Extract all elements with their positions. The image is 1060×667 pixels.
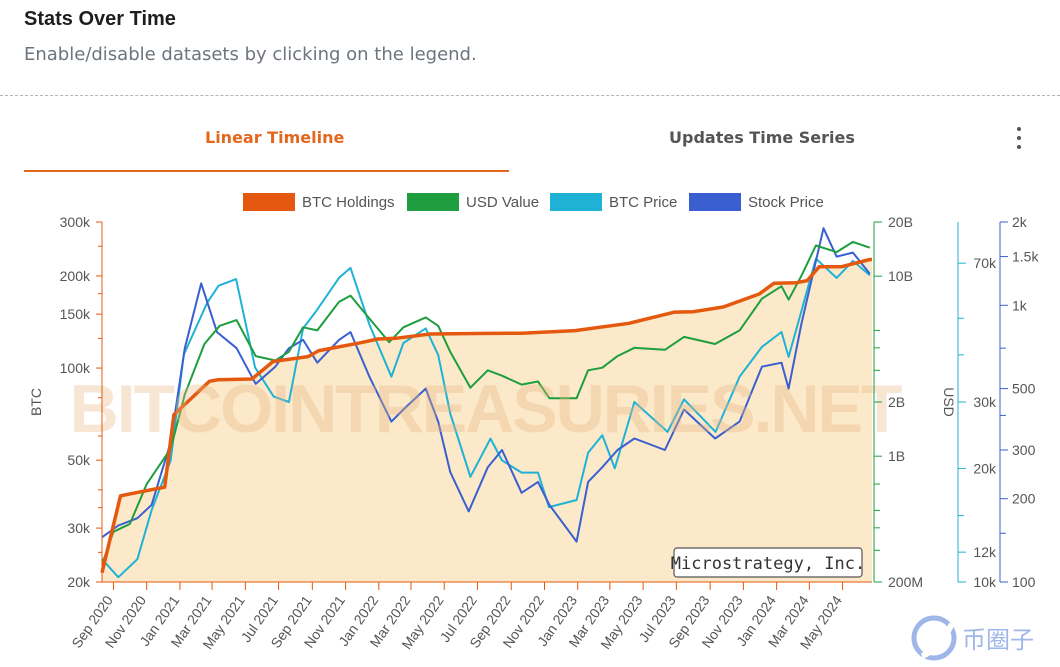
legend-swatch [550, 193, 602, 211]
btc-tick-label: 100k [60, 360, 91, 376]
chart-legend: BTC Holdings USD Value BTC Price Stock Pric… [243, 193, 824, 211]
legend-item-btc-holdings[interactable]: BTC Holdings [243, 193, 395, 211]
btc-axis-label: BTC [28, 388, 44, 416]
btc-tick-label: 30k [67, 520, 91, 536]
company-label-box: Microstrategy, Inc. [671, 547, 865, 578]
btc-tick-label: 300k [60, 214, 91, 230]
plot-area [100, 227, 872, 582]
btc-price-tick-label: 70k [973, 255, 997, 271]
btc-price-tick-label: 12k [973, 544, 997, 560]
legend-item-btc-price[interactable]: BTC Price [550, 193, 677, 211]
legend-item-usd-value[interactable]: USD Value [407, 193, 539, 211]
stock-price-tick-label: 200 [1012, 491, 1036, 507]
corner-logo-icon [911, 615, 957, 661]
legend-label: Stock Price [748, 194, 824, 211]
section-divider [0, 95, 1060, 96]
series-line-stock-price [101, 227, 871, 543]
more-options-icon[interactable] [1012, 124, 1026, 152]
page-title: Stats Over Time [24, 8, 176, 30]
usd-tick-label: 20B [888, 214, 913, 230]
company-label: Microstrategy, Inc. [671, 554, 865, 574]
btc-tick-label: 200k [60, 268, 91, 284]
corner-logo: 币圈子 [911, 615, 1034, 661]
usd-tick-label: 1B [888, 448, 905, 464]
stock-price-tick-label: 500 [1012, 381, 1036, 397]
btc-price-tick-label: 30k [973, 394, 997, 410]
btc-tick-label: 50k [67, 452, 91, 468]
legend-swatch [689, 193, 741, 211]
stock-price-tick-label: 1k [1012, 297, 1028, 313]
legend-swatch [243, 193, 295, 211]
stock-price-tick-label: 300 [1012, 442, 1036, 458]
legend-item-stock-price[interactable]: Stock Price [689, 193, 824, 211]
tab-linear-timeline[interactable]: Linear Timeline [205, 128, 345, 147]
btc-tick-label: 150k [60, 306, 91, 322]
stock-price-tick-label: 1.5k [1012, 249, 1039, 265]
btc-price-tick-label: 20k [973, 460, 997, 476]
legend-label: USD Value [466, 194, 539, 211]
tab-updates-time-series[interactable]: Updates Time Series [669, 128, 855, 147]
corner-logo-text: 币圈子 [962, 626, 1034, 654]
stock-price-tick-label: 2k [1012, 214, 1028, 230]
usd-tick-label: 2B [888, 394, 905, 410]
series-line-usd-value [101, 240, 871, 565]
series-line-btc-price [101, 257, 871, 579]
series-line-btc-holdings [100, 257, 872, 574]
legend-label: BTC Holdings [302, 194, 395, 211]
stats-chart: BTC Holdings USD Value BTC Price Stock Pric… [28, 193, 1039, 652]
btc-tick-label: 20k [67, 574, 91, 590]
usd-axis-label: USD [941, 387, 957, 417]
legend-label: BTC Price [609, 194, 677, 211]
page-subtitle: Enable/disable datasets by clicking on t… [24, 44, 477, 65]
btc-price-tick-label: 10k [973, 574, 997, 590]
usd-tick-label: 10B [888, 268, 913, 284]
chart-axes: 300k 200k 150k 100k 50k 30k 20k BTC 20B 10B 2B 1B 20… [28, 214, 1039, 590]
stock-price-tick-label: 100 [1012, 574, 1036, 590]
watermark-text: BITCOINTREASURIES.NET [70, 371, 902, 447]
legend-swatch [407, 193, 459, 211]
usd-tick-label: 200M [888, 574, 923, 590]
active-tab-indicator [24, 170, 509, 172]
